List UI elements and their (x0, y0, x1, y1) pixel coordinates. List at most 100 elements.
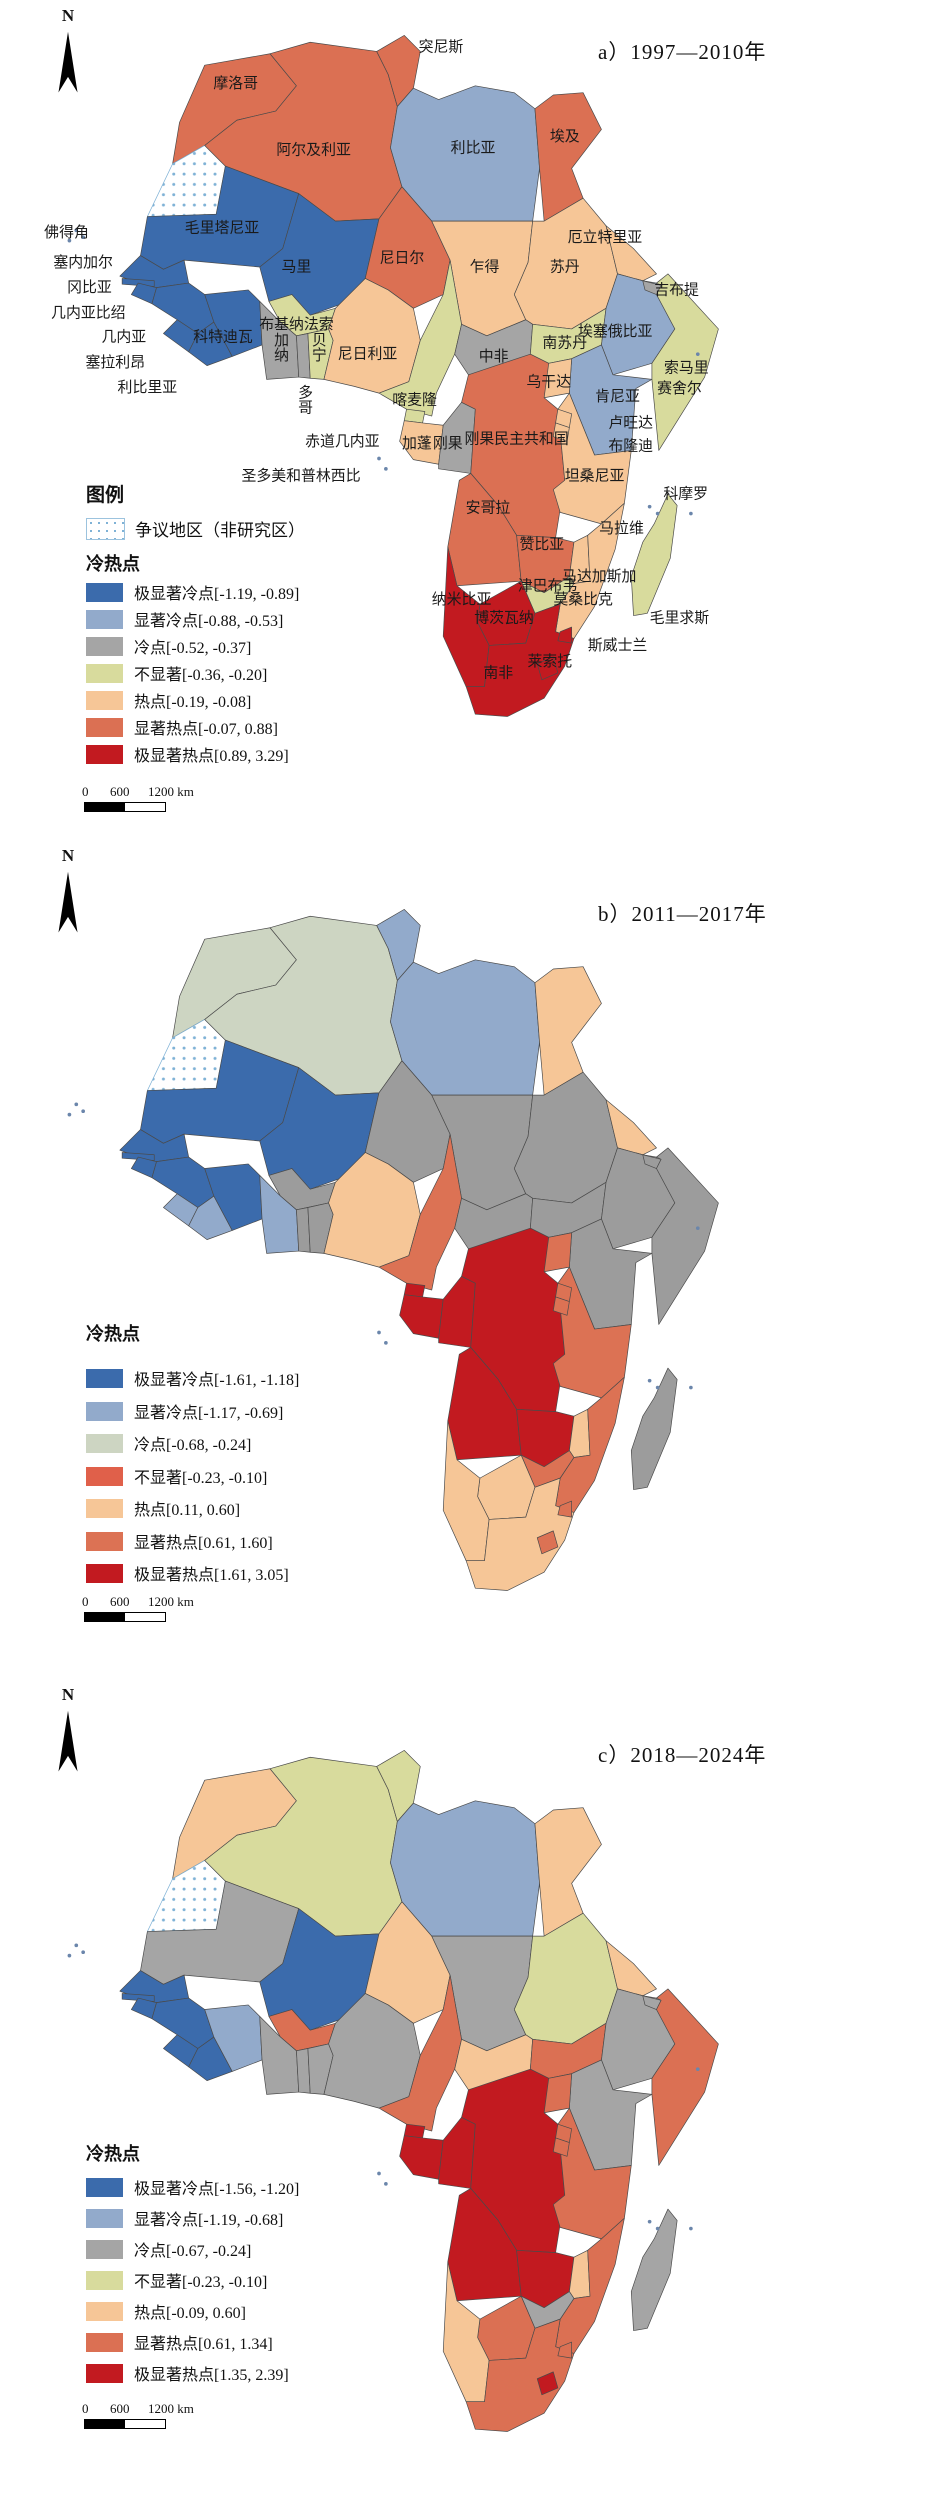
country-label: 加纳 (274, 332, 289, 364)
country-label: 中非 (479, 348, 509, 365)
country-egypt (534, 92, 602, 222)
legend-label: 冷点[-0.67, -0.24] (134, 2243, 252, 2260)
country-label: 卢旺达 (608, 415, 653, 432)
island-dot (67, 1953, 72, 1958)
country-label: 南非 (483, 665, 513, 682)
legend-label: 极显著冷点[-1.61, -1.18] (134, 1372, 300, 1389)
legend-swatch (86, 2301, 123, 2321)
country-label: 几内亚比绍 (51, 304, 125, 321)
scale-bar-graphic (84, 802, 166, 812)
country-label: 喀麦隆 (392, 392, 437, 409)
country-swaziland (557, 2341, 572, 2359)
island-dot (81, 1950, 85, 1955)
north-arrow-icon (58, 1710, 78, 1772)
island-dot (689, 2226, 693, 2231)
country-label: 津巴布韦 (518, 577, 578, 594)
country-label: 布基纳法索 (259, 316, 333, 333)
country-label: 坦桑尼亚 (565, 467, 625, 484)
panel-b: N b）2011—2017年 冷热点 极显著冷点[-1.61, -1.18] 显著… (0, 840, 945, 1679)
country-label: 马拉维 (599, 520, 644, 537)
country-label: 阿尔及利亚 (276, 142, 351, 159)
country-label: 乌干达 (526, 373, 571, 390)
country-label: 利比亚 (451, 139, 496, 156)
island-dot (377, 456, 381, 461)
country-burundi (552, 2137, 570, 2157)
island-dot (81, 1109, 85, 1114)
country-congo (438, 2116, 476, 2189)
island-dot (377, 1330, 381, 1335)
panel-title-a: a）1997—2010年 (598, 40, 767, 64)
legend-label: 不显著[-0.23, -0.10] (134, 1470, 268, 1487)
country-madagascar (630, 2208, 678, 2331)
country-egypt (534, 966, 602, 1096)
country-label: 斯威士兰 (588, 637, 648, 654)
legend-swatch (86, 690, 123, 710)
island-dot (67, 1112, 72, 1117)
island-dot (695, 352, 700, 356)
country-gambia (121, 1993, 155, 2002)
country-label: 突尼斯 (419, 38, 464, 55)
legend-label: 极显著冷点[-1.19, -0.89] (134, 586, 300, 603)
disputed-pattern-swatch (86, 517, 125, 540)
legend-label: 热点[-0.19, -0.08] (134, 694, 252, 711)
legend-item: 显著热点[0.61, 1.34] (86, 2330, 273, 2354)
country-label: 莱索托 (528, 653, 573, 670)
island-dot (74, 228, 79, 233)
legend-swatch (86, 744, 123, 764)
country-eritrea (605, 225, 657, 282)
country-label: 布隆迪 (608, 437, 653, 454)
legend-label: 热点[-0.09, 0.60] (134, 2305, 246, 2322)
legend-swatch (86, 663, 123, 683)
country-eritrea (605, 1099, 657, 1156)
legend-swatch (86, 2177, 123, 2197)
country-label: 几内亚 (102, 329, 147, 346)
country-madagascar (630, 1367, 678, 1490)
country-madagascar (630, 493, 678, 616)
legend-swatch (86, 2239, 123, 2259)
north-label: N (61, 6, 75, 25)
country-angola (447, 473, 522, 587)
country-congo (438, 1275, 476, 1348)
legend-label: 冷点[-0.68, -0.24] (134, 1437, 252, 1454)
legend-swatch (86, 1368, 123, 1388)
legend-label: 极显著冷点[-1.56, -1.20] (134, 2181, 300, 2198)
country-western-sahara (147, 1860, 226, 1932)
legend-label: 显著热点[-0.07, 0.88] (134, 721, 278, 738)
legend-item: 热点[0.11, 0.60] (86, 1496, 240, 1520)
country-label: 埃及 (550, 128, 580, 145)
island-dot (655, 511, 660, 516)
country-label: 安哥拉 (466, 499, 511, 516)
country-label: 赞比亚 (519, 536, 564, 553)
country-label: 纳米比亚 (432, 591, 492, 608)
scale-bar: 0 600 1200 km (82, 784, 284, 816)
country-south-africa (465, 603, 575, 717)
legend-swatch (86, 1401, 123, 1421)
country-burundi (552, 1296, 570, 1316)
country-label: 科特迪瓦 (193, 329, 253, 346)
north-arrow: N (46, 6, 90, 98)
country-nigeria (323, 1993, 421, 2109)
country-label: 莫桑比克 (553, 591, 613, 608)
country-label: 多哥 (298, 385, 313, 417)
country-label: 冈比亚 (67, 279, 112, 296)
legend-item: 不显著[-0.23, -0.10] (86, 2268, 267, 2292)
legend-header: 冷热点 (86, 2144, 140, 2164)
island-dot (384, 466, 388, 471)
country-western-sahara (147, 145, 226, 217)
legend-swatch (86, 2332, 123, 2352)
country-label: 贝宁 (312, 333, 327, 364)
scale-label-600: 600 (110, 784, 130, 799)
legend-item: 冷点[-0.67, -0.24] (86, 2237, 251, 2261)
legend-swatch (86, 582, 123, 602)
country-label: 乍得 (470, 259, 500, 276)
scale-bar-graphic (84, 2419, 166, 2429)
legend-swatch (86, 636, 123, 656)
country-nigeria (323, 278, 421, 394)
legend-swatch (86, 2208, 123, 2228)
country-label: 利比里亚 (118, 379, 178, 396)
legend-item: 冷点[-0.52, -0.37] (86, 634, 251, 658)
country-label: 摩洛哥 (213, 74, 258, 92)
island-dot (384, 2181, 388, 2186)
panel-c: N c）2018—2024年 冷热点 极显著冷点[-1.56, -1.20] 显著… (0, 1679, 945, 2518)
